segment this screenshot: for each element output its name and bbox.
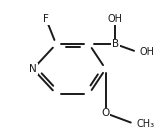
Text: O: O [101,108,110,118]
Text: N: N [29,64,37,74]
Text: B: B [112,39,119,49]
Text: F: F [43,14,49,24]
Text: OH: OH [139,47,154,57]
Text: OH: OH [108,14,123,24]
Text: CH₃: CH₃ [136,119,154,129]
